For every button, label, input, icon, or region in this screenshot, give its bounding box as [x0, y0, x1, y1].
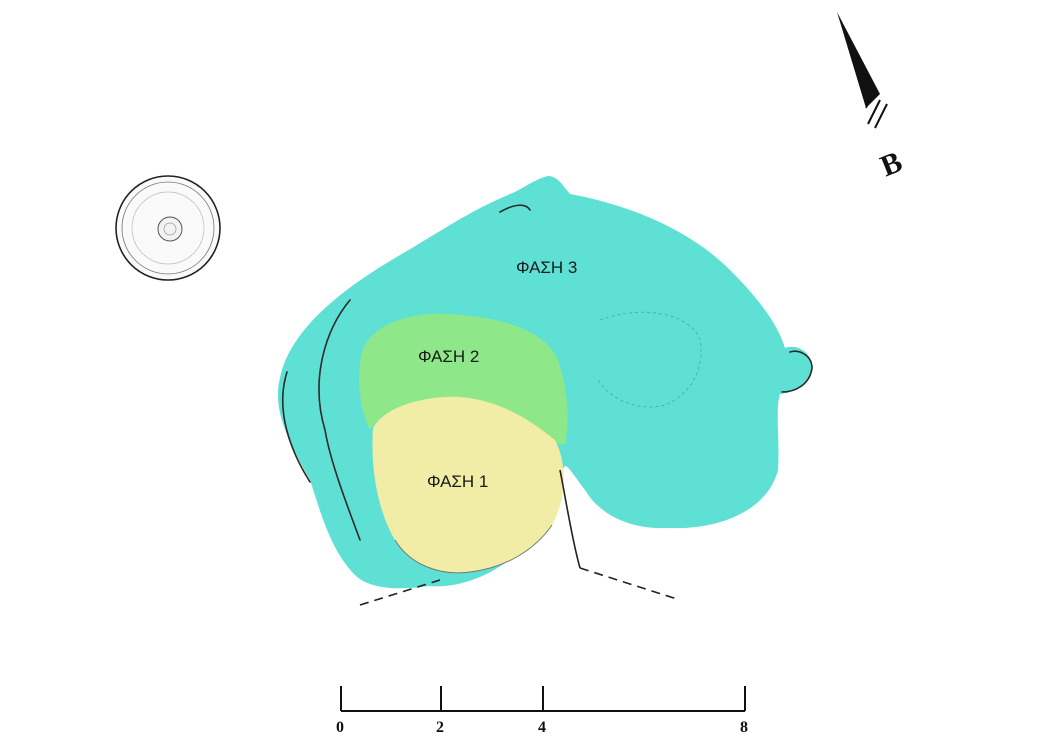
phase-2-area: [359, 313, 568, 445]
scale-tick-label: 4: [538, 719, 546, 736]
scale-tick-label: 2: [436, 719, 444, 736]
trench-wall-line: [559, 469, 581, 569]
scale-tick-label: 0: [336, 719, 344, 736]
north-arrow-tick: [867, 99, 881, 125]
phase-3-label: ΦΑΣΗ 3: [516, 258, 577, 277]
dashed-boundary-right: [579, 567, 681, 601]
phase-1-area: [372, 396, 564, 573]
north-letter: B: [876, 145, 907, 183]
phase-1-label: ΦΑΣΗ 1: [427, 472, 488, 491]
phase-1-outline: [394, 524, 553, 574]
scale-tick-label: 8: [740, 719, 748, 736]
phase-3-inner-contour: [597, 311, 702, 408]
phase-3-outline: [281, 204, 813, 541]
circular-feature: [115, 175, 221, 281]
north-arrow-icon: [837, 12, 880, 108]
scale-bar: 0 2 4 8: [336, 686, 748, 736]
north-arrow: B: [837, 12, 907, 183]
north-arrow-tick: [874, 103, 888, 129]
phase-2-label: ΦΑΣΗ 2: [418, 347, 479, 366]
